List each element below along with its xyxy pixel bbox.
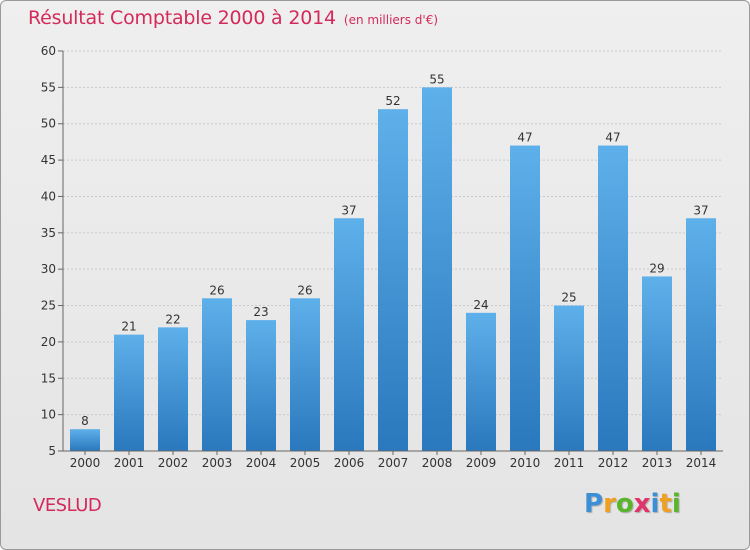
bar-2011 [554, 305, 584, 451]
y-tick-label: 30 [41, 262, 56, 276]
logo-letter: i [671, 489, 681, 519]
bar-2002 [158, 327, 188, 451]
data-label-2004: 23 [253, 305, 268, 319]
x-tick-label: 2002 [158, 456, 189, 470]
bars [70, 87, 716, 451]
title-main: Résultat Comptable 2000 à 2014 [28, 7, 336, 29]
bar-2014 [686, 218, 716, 451]
x-tick-label: 2006 [334, 456, 365, 470]
y-tick-label: 40 [41, 189, 56, 203]
data-label-2003: 26 [209, 283, 224, 297]
title-subtitle: (en milliers d'€) [343, 13, 439, 27]
data-label-2012: 47 [605, 131, 620, 145]
data-label-2014: 37 [693, 203, 708, 217]
data-label-2009: 24 [473, 298, 488, 312]
data-label-2002: 22 [165, 312, 180, 326]
bar-2007 [378, 109, 408, 451]
labels: 5 10 15 20 25 30 35 40 45 50 55 60 2000 8 2001 21 2002 22… [41, 44, 717, 470]
x-tick-label: 2005 [290, 456, 321, 470]
x-tick-label: 2008 [422, 456, 453, 470]
y-tick-label: 55 [41, 80, 56, 94]
bar-2009 [466, 312, 496, 451]
chart-title: Résultat Comptable 2000 à 2014 (en millie… [28, 7, 438, 29]
x-tick-label: 2012 [598, 456, 629, 470]
bar-2004 [246, 320, 276, 451]
bar-2005 [290, 298, 320, 451]
y-tick-label: 50 [41, 117, 56, 131]
bar-2008 [422, 87, 452, 451]
data-label-2001: 21 [121, 320, 136, 334]
y-tick-label: 25 [41, 299, 56, 313]
data-label-2010: 47 [517, 131, 532, 145]
x-tick-label: 2001 [114, 456, 145, 470]
logo-letter: x [633, 489, 651, 519]
x-tick-label: 2000 [70, 456, 101, 470]
bar-2003 [202, 298, 232, 451]
x-tick-label: 2004 [246, 456, 277, 470]
x-tick-label: 2014 [686, 456, 717, 470]
logo-letter: i [650, 489, 660, 519]
y-tick-label: 20 [41, 335, 56, 349]
y-tick-label: 45 [41, 153, 56, 167]
bar-2010 [510, 145, 540, 451]
x-tick-label: 2009 [466, 456, 497, 470]
proxiti-logo: Proxiti [584, 489, 681, 519]
axes [58, 50, 723, 455]
data-label-2006: 37 [341, 203, 356, 217]
y-tick-label: 15 [41, 371, 56, 385]
bar-2001 [114, 334, 144, 451]
y-tick-label: 60 [41, 44, 56, 58]
bar-2012 [598, 145, 628, 451]
x-tick-label: 2007 [378, 456, 409, 470]
data-label-2008: 55 [429, 72, 444, 86]
bar-2006 [334, 218, 364, 451]
data-label-2000: 8 [81, 414, 89, 428]
x-tick-label: 2011 [554, 456, 585, 470]
bar-2000 [70, 429, 100, 451]
y-tick-label: 10 [41, 408, 56, 422]
logo-letter: r [603, 489, 616, 519]
y-tick-label: 5 [48, 444, 56, 458]
commune-name: VESLUD [33, 495, 102, 516]
data-label-2011: 25 [561, 291, 576, 305]
x-tick-label: 2013 [642, 456, 673, 470]
data-label-2005: 26 [297, 283, 312, 297]
data-label-2013: 29 [649, 261, 664, 275]
logo-letter: P [584, 489, 604, 519]
logo-letter: o [615, 489, 634, 519]
data-label-2007: 52 [385, 94, 400, 108]
x-tick-label: 2010 [510, 456, 541, 470]
logo-letter: t [659, 489, 672, 519]
x-tick-label: 2003 [202, 456, 233, 470]
y-tick-label: 35 [41, 226, 56, 240]
bar-2013 [642, 276, 672, 451]
